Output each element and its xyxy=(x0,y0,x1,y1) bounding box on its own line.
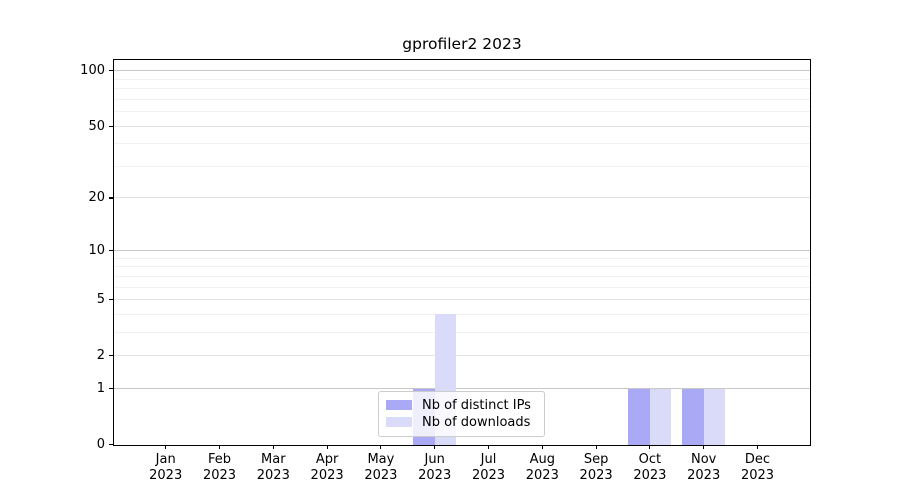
x-tick-mark xyxy=(218,444,221,449)
x-tick-mark xyxy=(649,444,651,449)
x-tick-mark xyxy=(326,444,328,449)
legend-item: Nb of distinct IPs xyxy=(386,397,535,414)
major-gridline xyxy=(114,70,810,72)
x-tick-label: May 2023 xyxy=(364,451,398,483)
x-tick-mark xyxy=(756,444,759,449)
x-tick-mark xyxy=(487,444,490,449)
y-tick-label: 10 xyxy=(88,242,105,258)
y-tick-label: 2 xyxy=(96,348,105,364)
x-tick-label: Nov 2023 xyxy=(687,451,721,483)
x-tick-label: Dec 2023 xyxy=(740,451,775,483)
legend-swatch-icon xyxy=(386,400,412,410)
legend-label: Nb of downloads xyxy=(422,414,531,430)
legend-swatch-icon xyxy=(386,417,412,427)
minor-gridline xyxy=(114,275,810,277)
x-tick-label: Aug 2023 xyxy=(525,451,559,483)
minor-gridline xyxy=(114,143,810,145)
x-tick-mark xyxy=(380,444,382,449)
x-tick-mark xyxy=(434,444,436,449)
y-tick-label: 5 xyxy=(96,292,105,307)
y-tick-mark xyxy=(109,70,113,72)
minor-gridline xyxy=(114,286,810,288)
bar-distinct-ips xyxy=(628,388,650,445)
minor-gridline xyxy=(114,88,810,90)
y-tick-label: 1 xyxy=(96,381,105,397)
gridline xyxy=(114,197,810,199)
y-tick-label: 0 xyxy=(96,437,105,453)
minor-gridline xyxy=(114,313,810,315)
gridline xyxy=(114,355,810,357)
y-tick-label: 50 xyxy=(88,118,105,134)
minor-gridline xyxy=(114,266,810,268)
x-tick-label: Jan 2023 xyxy=(149,451,183,483)
bar-downloads xyxy=(703,388,726,445)
minor-gridline xyxy=(114,165,810,167)
legend-item: Nb of downloads xyxy=(386,414,535,431)
y-tick-mark xyxy=(109,249,113,252)
minor-gridline xyxy=(114,98,810,100)
chart-title: gprofiler2 2023 xyxy=(402,35,522,53)
x-tick-label: Apr 2023 xyxy=(310,451,344,483)
gridline xyxy=(114,125,810,127)
x-tick-label: Jun 2023 xyxy=(418,451,452,483)
y-tick-label: 100 xyxy=(80,63,105,79)
bar-downloads xyxy=(649,388,672,445)
x-tick-mark xyxy=(272,444,274,449)
y-tick-mark xyxy=(109,444,113,446)
y-tick-mark xyxy=(109,197,113,199)
legend-label: Nb of distinct IPs xyxy=(422,397,531,413)
plot-area: 0 1 2 5 10 20 50 100 Jan 2023 Feb 2023 Mar 2023 Apr… xyxy=(80,58,811,483)
x-tick-mark xyxy=(541,444,543,449)
x-tick-mark xyxy=(165,444,167,449)
x-tick-label: Jul 2023 xyxy=(471,451,506,483)
bar-distinct-ips xyxy=(682,388,704,445)
minor-gridline xyxy=(114,331,810,333)
minor-gridline xyxy=(114,78,810,80)
y-tick-mark xyxy=(109,125,113,127)
x-tick-label: Feb 2023 xyxy=(202,451,237,483)
y-tick-mark xyxy=(109,299,113,301)
x-tick-mark xyxy=(595,444,597,449)
x-tick-mark xyxy=(703,444,705,449)
x-tick-label: Oct 2023 xyxy=(633,451,667,483)
x-tick-label: Mar 2023 xyxy=(256,451,290,483)
minor-gridline xyxy=(114,111,810,113)
gridline xyxy=(114,299,810,300)
y-tick-mark xyxy=(109,355,113,357)
y-tick-mark xyxy=(109,388,113,390)
major-gridline xyxy=(114,388,810,390)
y-tick-label: 20 xyxy=(88,190,105,206)
x-tick-label: Sep 2023 xyxy=(579,451,613,483)
major-gridline xyxy=(114,249,810,251)
minor-gridline xyxy=(114,257,810,259)
legend: Nb of distinct IPs Nb of downloads xyxy=(378,390,545,437)
